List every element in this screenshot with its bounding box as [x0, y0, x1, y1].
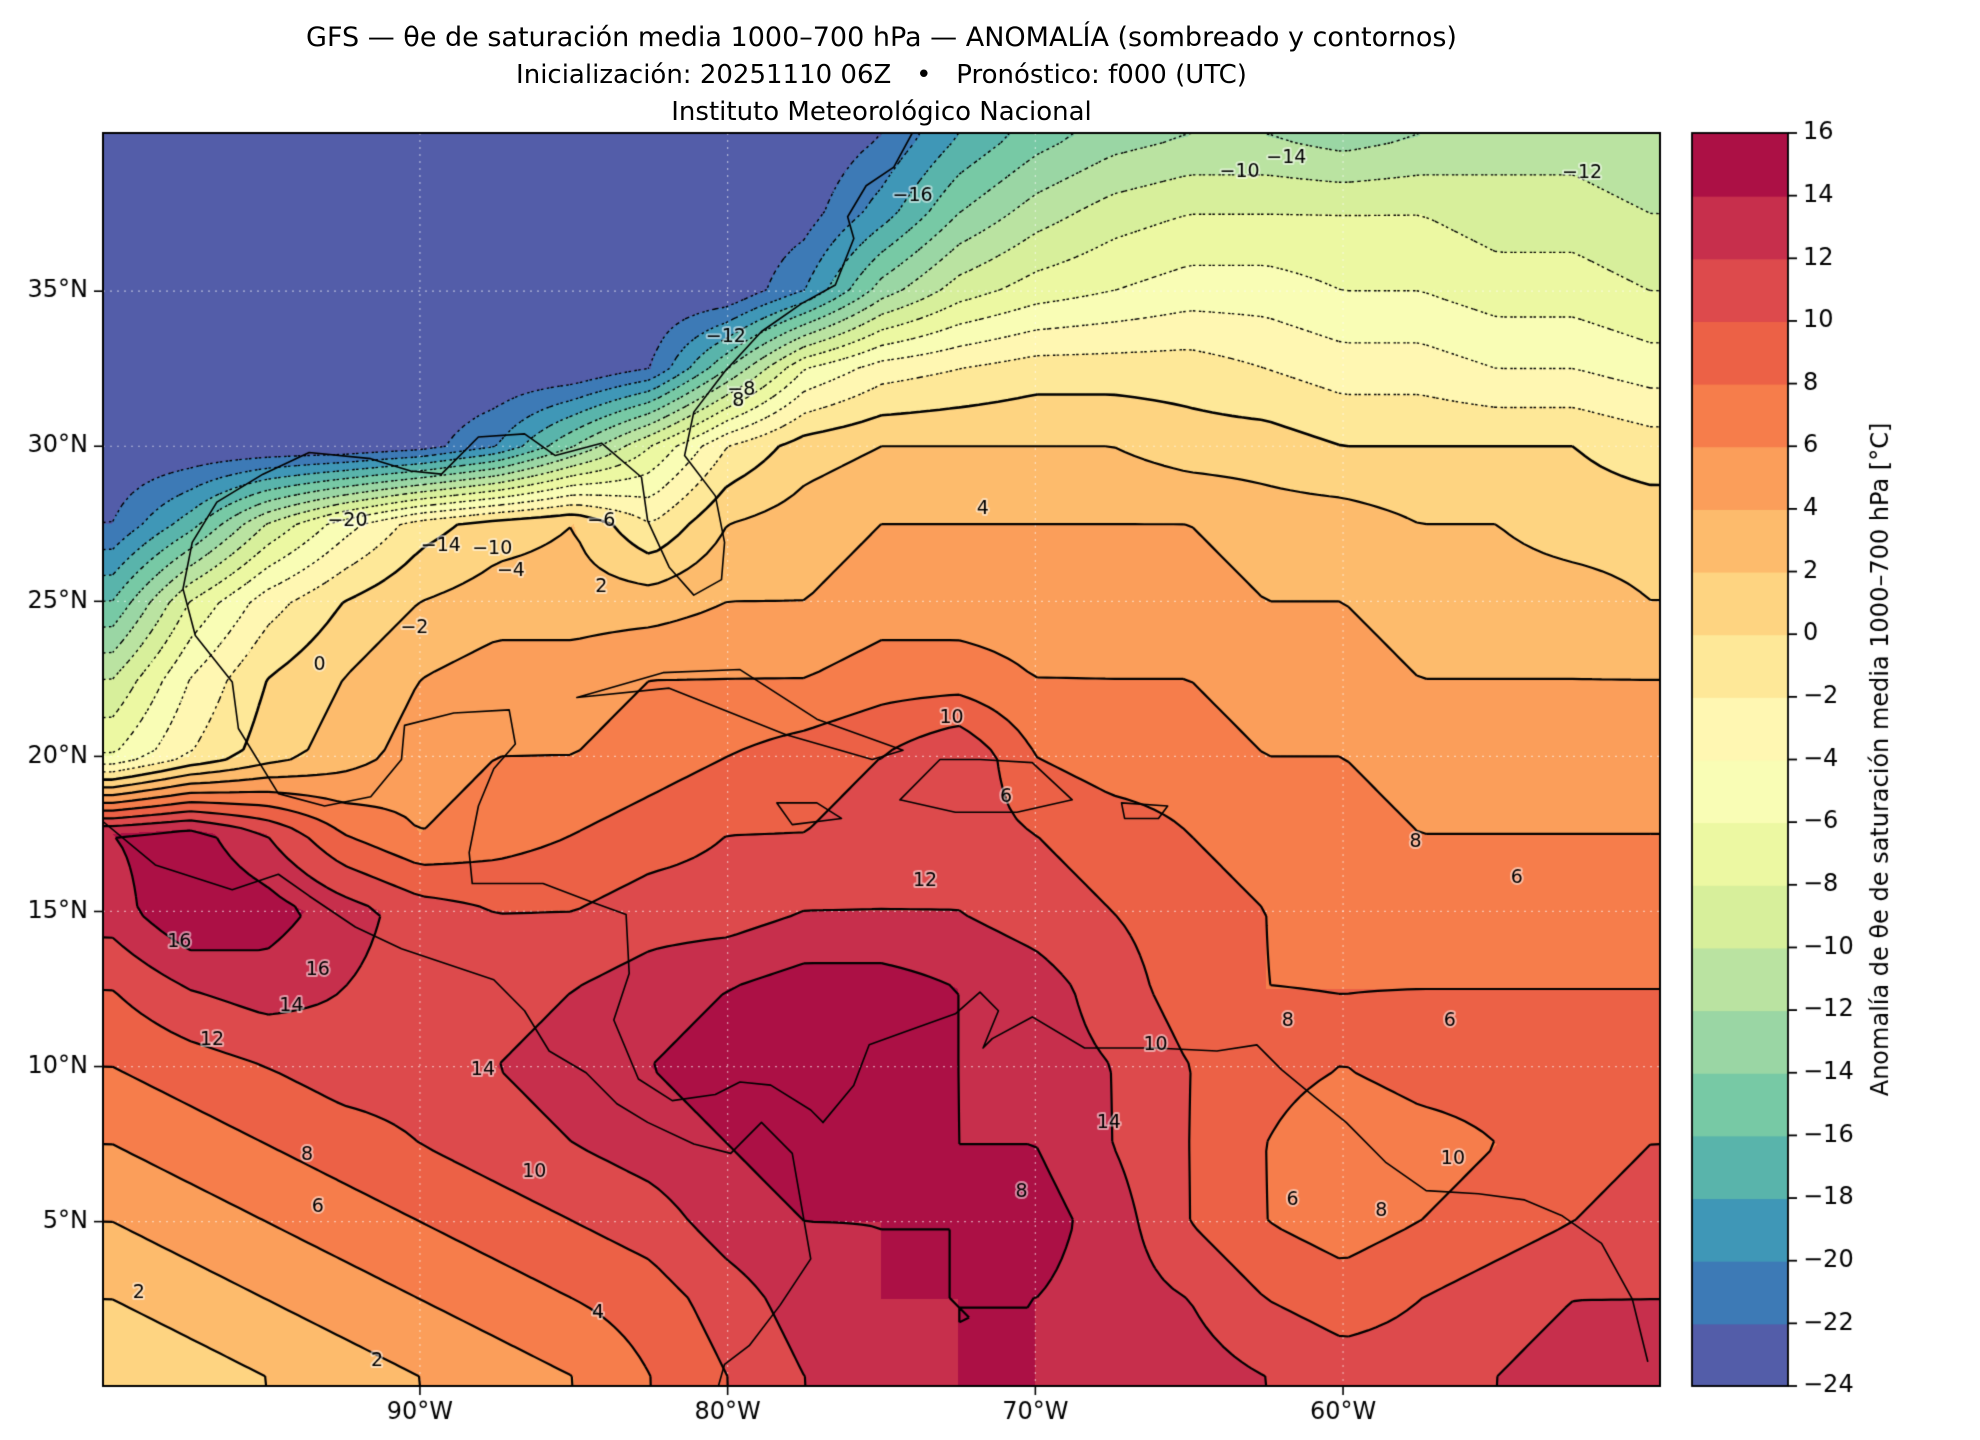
- chart-subtitle-institute: Instituto Meteorológico Nacional: [671, 97, 1092, 127]
- chart-title: GFS — θe de saturación media 1000–700 hP…: [306, 22, 1457, 53]
- chart-subtitle-init: Inicialización: 20251110 06Z • Pronóstic…: [516, 60, 1247, 90]
